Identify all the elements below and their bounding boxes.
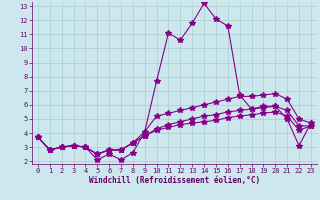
X-axis label: Windchill (Refroidissement éolien,°C): Windchill (Refroidissement éolien,°C): [89, 176, 260, 185]
